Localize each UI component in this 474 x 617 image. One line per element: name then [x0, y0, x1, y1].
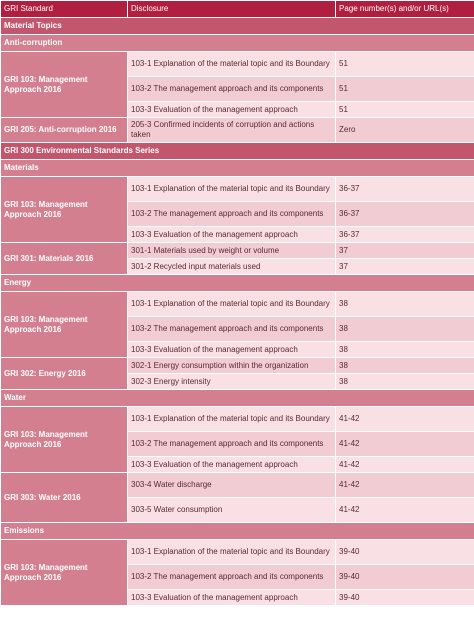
topic-title: Water [0, 389, 474, 407]
page-number-cell: 38 [335, 341, 474, 358]
header-page-numbers: Page number(s) and/or URL(s) [335, 0, 474, 18]
header-gri-standard: GRI Standard [0, 0, 128, 18]
disclosure-cell: 303-4 Water discharge [127, 472, 336, 498]
table-row: 103-3 Evaluation of the management appro… [1, 589, 474, 606]
gri-standard-cell: GRI 103: Management Approach 2016 [0, 539, 128, 606]
disclosure-cell: 103-3 Evaluation of the management appro… [127, 101, 336, 118]
table-row: GRI 302: Energy 2016 302-1 Energy consump… [0, 357, 474, 390]
table-row: 103-2 The management approach and its co… [1, 564, 474, 590]
gri-standard-cell: GRI 103: Management Approach 2016 [0, 291, 128, 358]
topic-row: Materials [0, 159, 474, 177]
page-number-cell: 38 [335, 316, 474, 342]
page-number-cell: 41-42 [335, 431, 474, 457]
disclosure-cell: 103-1 Explanation of the material topic … [127, 539, 336, 565]
gri-standard-cell: GRI 103: Management Approach 2016 [0, 406, 128, 473]
table-row: 103-2 The management approach and its co… [1, 76, 474, 102]
page-number-cell: 41-42 [335, 497, 474, 523]
disclosure-cell: 302-1 Energy consumption within the orga… [127, 357, 336, 374]
disclosure-cell: 103-1 Explanation of the material topic … [127, 176, 336, 202]
topic-row: Water [0, 389, 474, 407]
table-row: GRI 303: Water 2016 303-4 Water discharge… [0, 472, 474, 523]
page-number-cell: 39-40 [335, 589, 474, 606]
topic-title: Anti-corruption [0, 34, 474, 52]
gri-standard-cell: GRI 303: Water 2016 [0, 472, 128, 523]
table-row: 103-3 Evaluation of the management appro… [1, 456, 474, 473]
table-row: 103-2 The management approach and its co… [1, 431, 474, 457]
topic-row: Emissions [0, 522, 474, 540]
table-row: 301-2 Recycled input materials used 37 [1, 258, 474, 275]
page-number-cell: 39-40 [335, 564, 474, 590]
page-number-cell: 38 [335, 373, 474, 390]
disclosure-cell: 103-3 Evaluation of the management appro… [127, 226, 336, 243]
page-number-cell: 41-42 [335, 472, 474, 498]
table-row: GRI 301: Materials 2016 301-1 Materials u… [0, 242, 474, 275]
disclosure-cell: 103-1 Explanation of the material topic … [127, 406, 336, 432]
disclosure-cell: 103-3 Evaluation of the management appro… [127, 456, 336, 473]
table-row: 303-5 Water consumption 41-42 [1, 497, 474, 523]
topic-title: Materials [0, 159, 474, 177]
disclosure-cell: 302-3 Energy intensity [127, 373, 336, 390]
table-row: GRI 103: Management Approach 2016 103-1 E… [0, 291, 474, 358]
disclosure-cell: 303-5 Water consumption [127, 497, 336, 523]
table-row: 103-3 Evaluation of the management appro… [1, 226, 474, 243]
disclosure-cell: 103-3 Evaluation of the management appro… [127, 341, 336, 358]
gri-standard-cell: GRI 301: Materials 2016 [0, 242, 128, 275]
page-number-cell: 36-37 [335, 226, 474, 243]
page-number-cell: 37 [335, 242, 474, 259]
page-number-cell: 36-37 [335, 201, 474, 227]
disclosure-cell: 103-1 Explanation of the material topic … [127, 291, 336, 317]
section-title: GRI 300 Environmental Standards Series [0, 142, 474, 160]
section-row: GRI 300 Environmental Standards Series [0, 142, 474, 160]
table-row: 103-2 The management approach and its co… [1, 316, 474, 342]
page-number-cell: 37 [335, 258, 474, 275]
disclosure-cell: 103-2 The management approach and its co… [127, 316, 336, 342]
table-row: GRI 205: Anti-corruption 2016 205-3 Confi… [0, 117, 474, 143]
disclosure-cell: 301-1 Materials used by weight or volume [127, 242, 336, 259]
page-number-cell: 39-40 [335, 539, 474, 565]
header-disclosure: Disclosure [127, 0, 336, 18]
table-body: Material Topics Anti-corruption GRI 103: M… [0, 17, 474, 606]
table-row: GRI 103: Management Approach 2016 103-1 E… [0, 539, 474, 606]
table-row: GRI 103: Management Approach 2016 103-1 E… [0, 176, 474, 243]
page-number-cell: 51 [335, 101, 474, 118]
topic-row: Anti-corruption [0, 34, 474, 52]
header-row: GRI Standard Disclosure Page number(s) a… [0, 0, 474, 18]
disclosure-cell: 103-2 The management approach and its co… [127, 564, 336, 590]
gri-standard-cell: GRI 302: Energy 2016 [0, 357, 128, 390]
topic-title: Emissions [0, 522, 474, 540]
page-number-cell: 38 [335, 357, 474, 374]
table-row: GRI 103: Management Approach 2016 103-1 E… [0, 51, 474, 118]
table-row: GRI 103: Management Approach 2016 103-1 E… [0, 406, 474, 473]
disclosure-cell: 103-3 Evaluation of the management appro… [127, 589, 336, 606]
topic-row: Energy [0, 274, 474, 292]
page-number-cell: 41-42 [335, 406, 474, 432]
disclosure-cell: 205-3 Confirmed incidents of corruption … [127, 117, 336, 143]
disclosure-cell: 301-2 Recycled input materials used [127, 258, 336, 275]
gri-standard-cell: GRI 205: Anti-corruption 2016 [0, 117, 128, 143]
disclosure-cell: 103-2 The management approach and its co… [127, 431, 336, 457]
page-number-cell: 41-42 [335, 456, 474, 473]
disclosure-cell: 103-1 Explanation of the material topic … [127, 51, 336, 77]
table-row: 302-3 Energy intensity 38 [1, 373, 474, 390]
disclosure-cell: 103-2 The management approach and its co… [127, 201, 336, 227]
table-row: 103-2 The management approach and its co… [1, 201, 474, 227]
gri-standard-cell: GRI 103: Management Approach 2016 [0, 51, 128, 118]
page-number-cell: 36-37 [335, 176, 474, 202]
page-number-cell: 51 [335, 51, 474, 77]
section-row: Material Topics [0, 17, 474, 35]
section-title: Material Topics [0, 17, 474, 35]
disclosure-cell: 103-2 The management approach and its co… [127, 76, 336, 102]
gri-standard-cell: GRI 103: Management Approach 2016 [0, 176, 128, 243]
page-number-cell: Zero [335, 117, 474, 143]
topic-title: Energy [0, 274, 474, 292]
page-number-cell: 51 [335, 76, 474, 102]
page-number-cell: 38 [335, 291, 474, 317]
